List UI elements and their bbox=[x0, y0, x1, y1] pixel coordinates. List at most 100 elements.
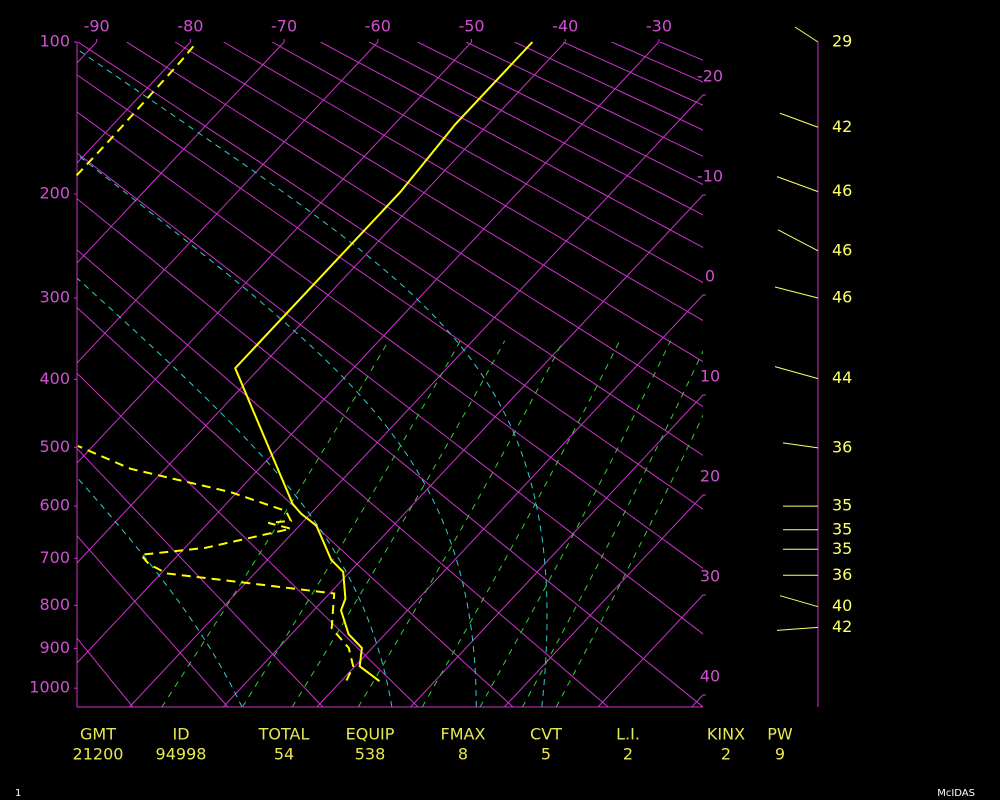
index-header: TOTAL bbox=[258, 725, 310, 744]
index-value: 8 bbox=[458, 745, 468, 764]
wind-label: 29 bbox=[832, 32, 852, 51]
dry-adiabat bbox=[126, 42, 703, 408]
isotherm-label: 0 bbox=[705, 267, 715, 286]
x-tick-label: -40 bbox=[552, 17, 578, 36]
index-header: ID bbox=[172, 725, 189, 744]
isotherm-label: -10 bbox=[697, 167, 723, 186]
grid bbox=[77, 42, 703, 707]
x-tick-label: -60 bbox=[365, 17, 391, 36]
y-tick-label: 1000 bbox=[29, 678, 70, 697]
footer-left: 1 bbox=[15, 788, 21, 799]
wind-barb bbox=[782, 442, 819, 449]
y-tick-label: 600 bbox=[39, 496, 70, 515]
dry-adiabat bbox=[77, 111, 703, 570]
y-tick-label: 500 bbox=[39, 437, 70, 456]
y-tick-label: 300 bbox=[39, 287, 70, 306]
dry-adiabat bbox=[77, 372, 419, 707]
isotherm-label: 30 bbox=[700, 567, 720, 586]
index-value: 538 bbox=[355, 745, 386, 764]
x-tick-label: -70 bbox=[271, 17, 297, 36]
isotherm bbox=[503, 494, 703, 707]
wind-label: 42 bbox=[832, 117, 852, 136]
isotherm bbox=[316, 294, 703, 707]
isotherm bbox=[410, 394, 703, 707]
wind-barb bbox=[774, 286, 819, 299]
mixing-ratio-line bbox=[421, 340, 621, 707]
mixing-ratio-line bbox=[241, 340, 461, 707]
y-tick-label: 900 bbox=[39, 638, 70, 657]
wind-label: 46 bbox=[832, 287, 852, 306]
x-tick-label: -50 bbox=[458, 17, 484, 36]
index-header: L.I. bbox=[616, 725, 640, 744]
isotherm-label: 40 bbox=[700, 667, 720, 686]
wind-barb bbox=[774, 366, 819, 380]
dry-adiabat bbox=[77, 637, 134, 707]
wind-label: 40 bbox=[832, 596, 852, 615]
wind-label: 35 bbox=[832, 539, 852, 558]
dry-adiabat bbox=[271, 42, 703, 284]
isotherm bbox=[77, 42, 191, 164]
mixing-ratio-line bbox=[357, 340, 564, 707]
y-tick-label: 400 bbox=[39, 369, 70, 388]
dry-adiabat bbox=[77, 42, 703, 457]
index-value: 54 bbox=[274, 745, 294, 764]
isotherm bbox=[77, 42, 472, 464]
wind-barb bbox=[794, 26, 819, 43]
mixing-ratio-line bbox=[161, 340, 390, 707]
index-header: PW bbox=[767, 725, 793, 744]
dry-adiabat bbox=[223, 42, 703, 322]
wind-label: 36 bbox=[832, 565, 852, 584]
index-value: 2 bbox=[623, 745, 633, 764]
isotherm bbox=[597, 594, 703, 707]
x-tick-label: -90 bbox=[84, 17, 110, 36]
isotherm bbox=[77, 42, 285, 264]
mixing-ratio-line bbox=[555, 414, 703, 707]
y-tick-label: 800 bbox=[39, 595, 70, 614]
wind-label: 44 bbox=[832, 368, 852, 387]
index-value: 9 bbox=[775, 745, 785, 764]
wind-barb bbox=[779, 112, 819, 128]
mixing-ratio-line bbox=[479, 340, 672, 707]
index-value: 2 bbox=[721, 745, 731, 764]
dry-adiabat bbox=[77, 447, 324, 707]
dry-adiabat bbox=[77, 535, 229, 707]
dry-adiabat bbox=[77, 74, 703, 510]
index-value: 94998 bbox=[156, 745, 207, 764]
isotherm bbox=[77, 42, 566, 564]
dry-adiabat bbox=[174, 42, 703, 363]
wind-label: 46 bbox=[832, 240, 852, 259]
index-header: KINX bbox=[707, 725, 745, 744]
isotherm-label: 10 bbox=[700, 367, 720, 386]
footer-right: McIDAS bbox=[937, 788, 975, 799]
moist-adiabat bbox=[77, 48, 548, 707]
dry-adiabat bbox=[77, 249, 609, 707]
temperature-line bbox=[234, 41, 534, 682]
dry-adiabat bbox=[77, 306, 514, 707]
index-header: FMAX bbox=[441, 725, 486, 744]
isotherm bbox=[77, 42, 379, 364]
isotherm-label: -20 bbox=[697, 67, 723, 86]
y-tick-label: 200 bbox=[39, 184, 70, 203]
dry-adiabat bbox=[77, 198, 703, 707]
isotherm-label: 20 bbox=[700, 467, 720, 486]
dry-adiabat bbox=[77, 152, 703, 635]
moist-adiabat bbox=[77, 476, 243, 707]
isotherm bbox=[77, 42, 660, 664]
index-header: EQUIP bbox=[346, 725, 395, 744]
wind-barb bbox=[777, 229, 819, 252]
x-tick-label: -80 bbox=[177, 17, 203, 36]
dewpoint-line bbox=[75, 41, 355, 681]
index-value: 5 bbox=[541, 745, 551, 764]
wind-label: 36 bbox=[832, 437, 852, 456]
isotherm bbox=[222, 194, 703, 707]
wind-label: 35 bbox=[832, 496, 852, 515]
index-header: CVT bbox=[530, 725, 562, 744]
mixing-ratio-line bbox=[522, 349, 703, 707]
y-tick-label: 100 bbox=[39, 32, 70, 51]
wind-barb bbox=[776, 626, 819, 631]
wind-label: 42 bbox=[832, 617, 852, 636]
wind-barb bbox=[779, 595, 819, 608]
mixing-ratio-line bbox=[291, 340, 506, 707]
